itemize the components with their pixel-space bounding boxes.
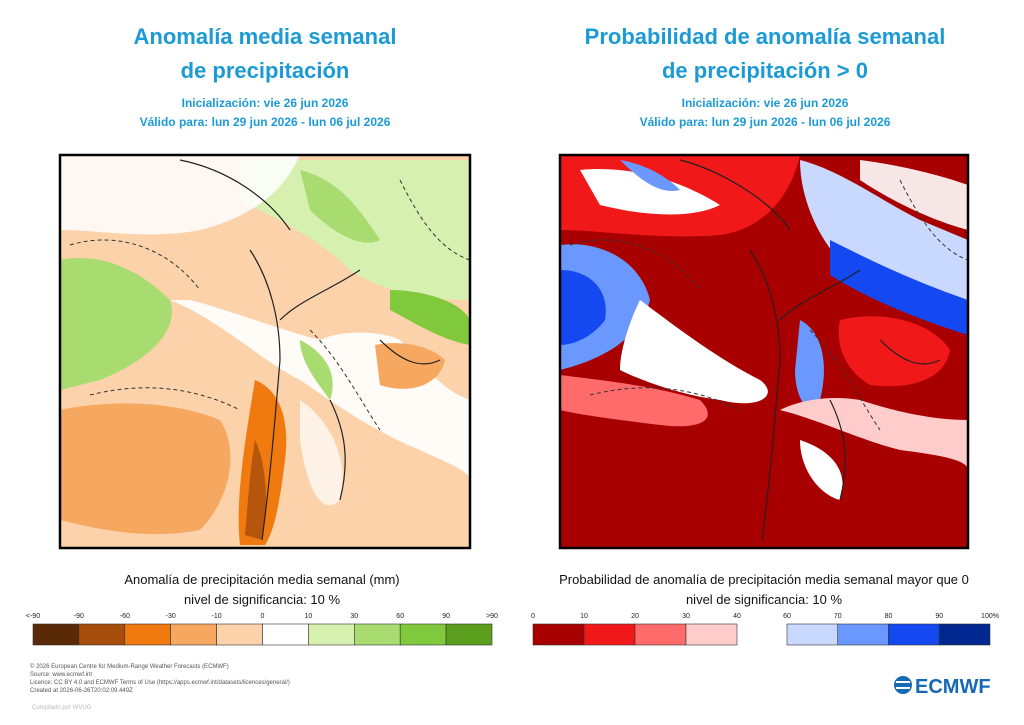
- colorbar-label: -90: [74, 613, 84, 620]
- significance: nivel de significancia: 10 %: [686, 592, 843, 607]
- colorbar-label: 30: [350, 613, 358, 620]
- legend-title: Probabilidad de anomalía de precipitació…: [559, 572, 969, 587]
- colorbar-segment: [888, 623, 940, 646]
- colorbar-segment: [170, 623, 217, 646]
- colorbar-label: 80: [885, 613, 893, 620]
- colorbar-segment: [445, 623, 493, 646]
- colorbar-label: 90: [935, 613, 943, 620]
- significance: nivel de significancia: 10 %: [184, 592, 341, 607]
- footer-line: Source: www.ecmwf.int: [30, 672, 92, 678]
- colorbar-segment: [786, 623, 839, 646]
- colorbar-segment: [685, 623, 738, 646]
- init-date: Inicialización: vie 26 jun 2026: [182, 96, 349, 110]
- colorbar-label: -60: [120, 613, 130, 620]
- colorbar-segment: [634, 623, 687, 646]
- valid-range: Válido para: lun 29 jun 2026 - lun 06 ju…: [140, 115, 391, 129]
- colorbar-label: 40: [733, 613, 741, 620]
- logo: ECMWF: [894, 676, 991, 698]
- footer-line: Licence: CC BY 4.0 and ECMWF Terms of Us…: [30, 680, 290, 686]
- colorbars: <-90 -90 -60 -30 -10 0 10 30 60 90 >90 0 10 20 30 40 60 7…: [26, 613, 999, 646]
- colorbar-segment: [78, 623, 126, 646]
- footer-line: Created at 2026-06-26T20:02:09.449Z: [30, 688, 133, 694]
- colorbar-label: 70: [834, 613, 842, 620]
- legend-title: Anomalía de precipitación media semanal …: [124, 572, 399, 587]
- colorbar-label: 100%: [981, 613, 999, 620]
- title: Anomalía media semanal: [134, 24, 397, 49]
- title: Probabilidad de anomalía semanal: [585, 24, 946, 49]
- colorbar-segment: [353, 623, 401, 646]
- map-frame: [58, 153, 472, 550]
- colorbar-segment: [216, 623, 263, 646]
- colorbar-label: 0: [261, 613, 265, 620]
- colorbar-label: 60: [783, 613, 791, 620]
- footer-line: © 2026 European Centre for Medium-Range …: [30, 663, 229, 670]
- colorbar-segment: [124, 623, 172, 646]
- logo-text: ECMWF: [915, 676, 991, 698]
- colorbar-segment: [837, 623, 889, 646]
- credit: Compilado por WVUG: [32, 705, 92, 711]
- colorbar-segment: [583, 623, 636, 646]
- init-date: Inicialización: vie 26 jun 2026: [682, 96, 849, 110]
- probability-map: [560, 155, 968, 548]
- colorbar-label: 10: [305, 613, 313, 620]
- valid-range: Válido para: lun 29 jun 2026 - lun 06 ju…: [640, 115, 891, 129]
- colorbar-label: 60: [396, 613, 404, 620]
- map-frame: [558, 153, 970, 550]
- colorbar-segment: [308, 623, 355, 646]
- colorbar-label: -10: [212, 613, 222, 620]
- colorbar-segment: [938, 623, 991, 646]
- colorbar-label: 0: [531, 613, 535, 620]
- colorbar-segment: [262, 623, 309, 646]
- colorbar-label: 90: [442, 613, 450, 620]
- colorbar-label: 20: [631, 613, 639, 620]
- footer: © 2026 European Centre for Medium-Range …: [30, 663, 290, 694]
- title: de precipitación: [181, 58, 350, 83]
- colorbar-segment: [399, 623, 447, 646]
- colorbar-label: 10: [580, 613, 588, 620]
- colorbar-segment: [32, 623, 80, 646]
- colorbar-label: <-90: [26, 613, 40, 620]
- colorbar-label: -30: [166, 613, 176, 620]
- colorbar-label: >90: [486, 613, 498, 620]
- title: de precipitación > 0: [662, 58, 868, 83]
- colorbar-segment: [532, 623, 585, 646]
- anomaly-map: [60, 155, 470, 548]
- colorbar-label: 30: [682, 613, 690, 620]
